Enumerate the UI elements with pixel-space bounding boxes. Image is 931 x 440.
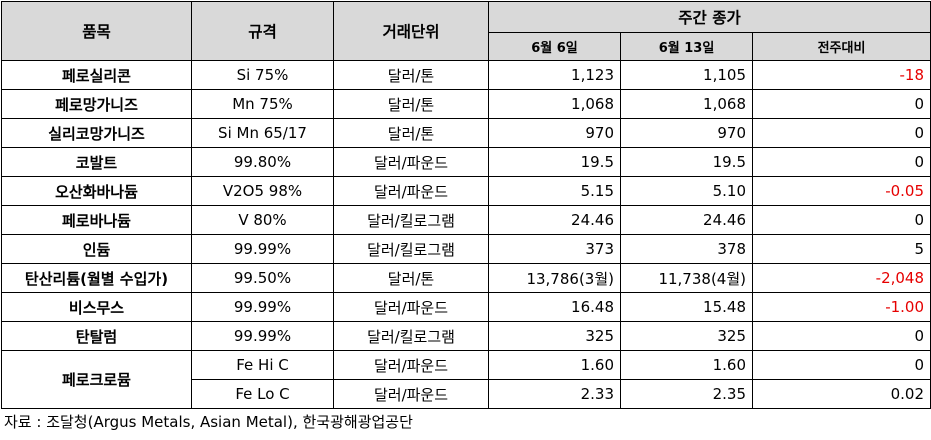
price-curr: 19.5 bbox=[620, 147, 753, 177]
price-change: 0 bbox=[751, 118, 931, 148]
table-row: 인듐 99.99% 달러/킬로그램 373 378 5 bbox=[1, 234, 931, 264]
price-curr: 378 bbox=[620, 234, 753, 264]
price-curr: 24.46 bbox=[620, 205, 753, 235]
price-prev: 1,068 bbox=[488, 89, 621, 119]
item-spec: V2O5 98% bbox=[191, 176, 334, 206]
item-unit: 달러/톤 bbox=[333, 60, 489, 90]
price-change: -18 bbox=[751, 60, 931, 90]
item-name: 인듐 bbox=[1, 234, 192, 264]
item-spec: Si Mn 65/17 bbox=[191, 118, 334, 148]
price-prev: 1,123 bbox=[488, 60, 621, 90]
item-spec: 99.99% bbox=[191, 321, 334, 351]
price-curr: 970 bbox=[620, 118, 753, 148]
price-change: -1.00 bbox=[751, 292, 931, 322]
header-this-week: 6월 13일 bbox=[620, 32, 753, 61]
table-row: 페로실리콘 Si 75% 달러/톤 1,123 1,105 -18 bbox=[1, 60, 931, 90]
price-change: 0 bbox=[751, 147, 931, 177]
item-name: 코발트 bbox=[1, 147, 192, 177]
header-item: 품목 bbox=[1, 1, 192, 61]
item-spec: 99.80% bbox=[191, 147, 334, 177]
table-row: 비스무스 99.99% 달러/파운드 16.48 15.48 -1.00 bbox=[1, 292, 931, 322]
item-spec: Fe Hi C bbox=[191, 350, 334, 380]
item-unit: 달러/킬로그램 bbox=[333, 205, 489, 235]
price-curr: 1.60 bbox=[620, 350, 753, 380]
source-note: 자료 : 조달청(Argus Metals, Asian Metal), 한국광… bbox=[4, 413, 413, 431]
table-body: 페로실리콘 Si 75% 달러/톤 1,123 1,105 -18 페로망가니즈… bbox=[1, 60, 931, 409]
item-spec: Si 75% bbox=[191, 60, 334, 90]
price-curr: 5.10 bbox=[620, 176, 753, 206]
item-unit: 달러/톤 bbox=[333, 263, 489, 293]
price-curr: 1,105 bbox=[620, 60, 753, 90]
price-prev: 2.33 bbox=[488, 379, 621, 409]
item-unit: 달러/파운드 bbox=[333, 292, 489, 322]
header-prev-week: 6월 6일 bbox=[488, 32, 621, 61]
price-change: 5 bbox=[751, 234, 931, 264]
header-spec: 규격 bbox=[191, 1, 334, 61]
item-unit: 달러/톤 bbox=[333, 89, 489, 119]
price-curr: 1,068 bbox=[620, 89, 753, 119]
price-change: 0 bbox=[751, 89, 931, 119]
price-prev: 970 bbox=[488, 118, 621, 148]
header-unit: 거래단위 bbox=[333, 1, 489, 61]
price-prev: 19.5 bbox=[488, 147, 621, 177]
header-weekly-close: 주간 종가 bbox=[487, 1, 931, 33]
table-row: Fe Lo C 달러/파운드 2.33 2.35 0.02 bbox=[2, 379, 931, 409]
item-name: 실리코망가니즈 bbox=[1, 118, 192, 148]
price-prev: 13,786(3월) bbox=[488, 263, 621, 293]
price-change: -0.05 bbox=[751, 176, 931, 206]
price-prev: 16.48 bbox=[488, 292, 621, 322]
table-row: 실리코망가니즈 Si Mn 65/17 달러/톤 970 970 0 bbox=[1, 118, 931, 148]
table-row: 페로바나듐 V 80% 달러/킬로그램 24.46 24.46 0 bbox=[1, 205, 931, 235]
item-spec: Mn 75% bbox=[191, 89, 334, 119]
item-unit: 달러/파운드 bbox=[333, 350, 489, 380]
item-unit: 달러/파운드 bbox=[333, 147, 489, 177]
item-unit: 달러/킬로그램 bbox=[333, 321, 489, 351]
price-prev: 325 bbox=[488, 321, 621, 351]
item-unit: 달러/킬로그램 bbox=[333, 234, 489, 264]
item-name: 탄산리튬(월별 수입가) bbox=[1, 263, 192, 293]
table-row: 페로크로뮴 Fe Hi C 달러/파운드 1.60 1.60 0 bbox=[1, 350, 931, 409]
item-name: 탄탈럼 bbox=[1, 321, 192, 351]
item-spec: 99.99% bbox=[191, 292, 334, 322]
item-spec: 99.50% bbox=[191, 263, 334, 293]
item-name: 페로망가니즈 bbox=[1, 89, 192, 119]
item-spec: Fe Lo C bbox=[191, 379, 334, 409]
table-row: 페로망가니즈 Mn 75% 달러/톤 1,068 1,068 0 bbox=[1, 89, 931, 119]
price-table: 품목 규격 거래단위 주간 종가 6월 6일 6월 13일 전주대비 페로실리콘… bbox=[1, 1, 931, 409]
item-name: 비스무스 bbox=[1, 292, 192, 322]
price-change: 0 bbox=[751, 350, 931, 380]
price-change: 0 bbox=[751, 321, 931, 351]
price-curr: 15.48 bbox=[620, 292, 753, 322]
item-unit: 달러/파운드 bbox=[333, 176, 489, 206]
header-change: 전주대비 bbox=[751, 32, 931, 61]
table-row: 탄탈럼 99.99% 달러/킬로그램 325 325 0 bbox=[1, 321, 931, 351]
price-change: 0 bbox=[751, 205, 931, 235]
item-name: 페로실리콘 bbox=[1, 60, 192, 90]
price-change: 0.02 bbox=[751, 379, 931, 409]
item-unit: 달러/톤 bbox=[333, 118, 489, 148]
item-name: 페로크로뮴 bbox=[1, 350, 192, 409]
price-prev: 373 bbox=[488, 234, 621, 264]
price-prev: 1.60 bbox=[488, 350, 621, 380]
price-prev: 24.46 bbox=[488, 205, 621, 235]
price-curr: 11,738(4월) bbox=[620, 263, 753, 293]
item-unit: 달러/파운드 bbox=[333, 379, 489, 409]
price-change: -2,048 bbox=[751, 263, 931, 293]
table-row: 코발트 99.80% 달러/파운드 19.5 19.5 0 bbox=[1, 147, 931, 177]
item-name: 페로바나듐 bbox=[1, 205, 192, 235]
table-row: 탄산리튬(월별 수입가) 99.50% 달러/톤 13,786(3월) 11,7… bbox=[1, 263, 931, 293]
table-row: 오산화바나듐 V2O5 98% 달러/파운드 5.15 5.10 -0.05 bbox=[1, 176, 931, 206]
price-prev: 5.15 bbox=[488, 176, 621, 206]
item-spec: V 80% bbox=[191, 205, 334, 235]
price-curr: 325 bbox=[620, 321, 753, 351]
item-name: 오산화바나듐 bbox=[1, 176, 192, 206]
price-curr: 2.35 bbox=[620, 379, 753, 409]
item-spec: 99.99% bbox=[191, 234, 334, 264]
